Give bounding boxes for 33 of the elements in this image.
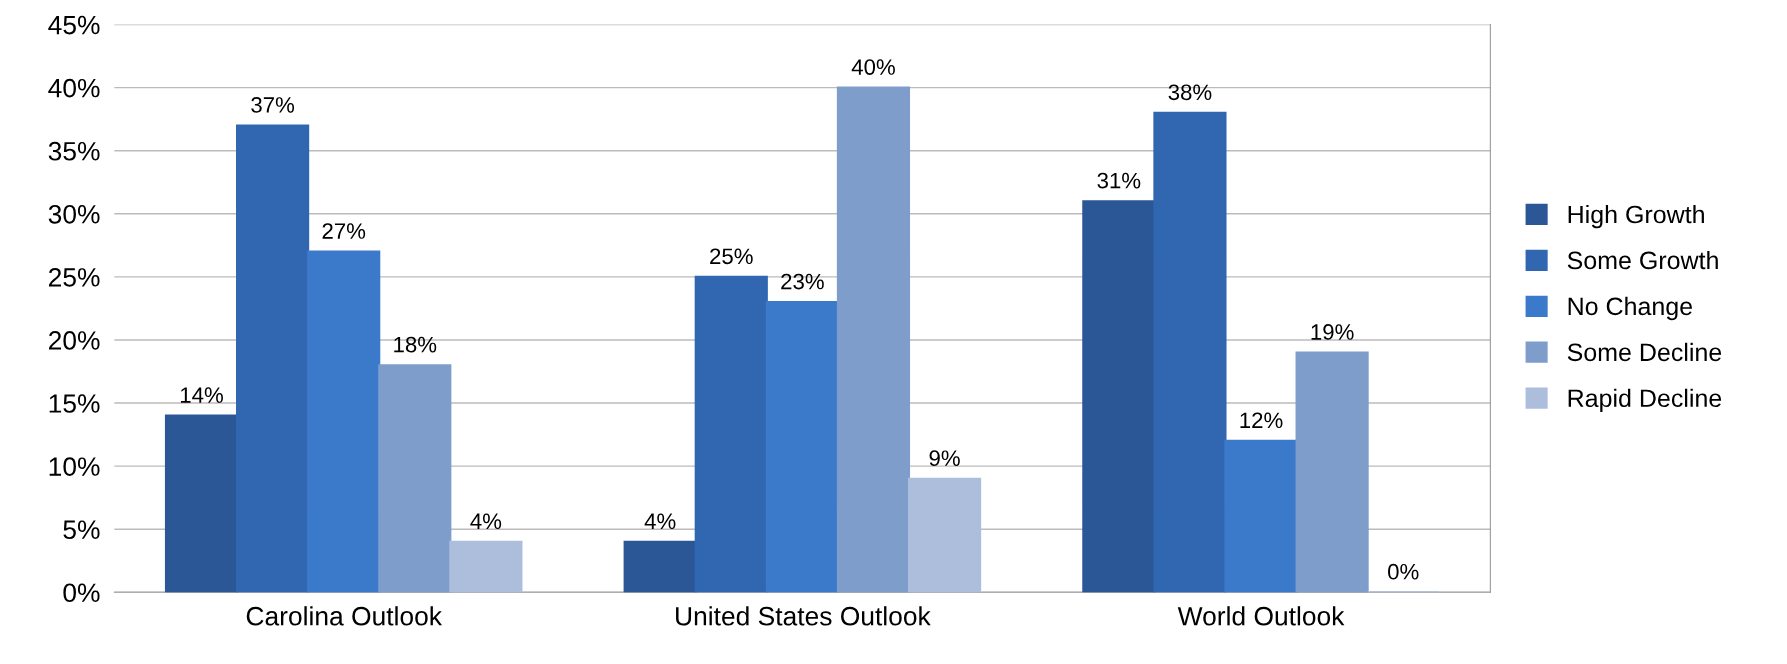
y-tick-label: 20%	[48, 331, 100, 350]
y-tick-label: 30%	[48, 204, 100, 224]
data-label: 9%	[929, 450, 960, 467]
y-tick-label: 10%	[49, 457, 100, 476]
data-label: 4%	[470, 513, 502, 530]
y-tick-label: 25%	[48, 268, 100, 287]
data-label: 25%	[710, 248, 753, 265]
x-tick-label: Carolina Outlook	[246, 606, 443, 626]
data-label: 12%	[1240, 412, 1283, 429]
legend-label: Some Growth	[1567, 250, 1718, 270]
data-label: 23%	[781, 273, 824, 290]
y-tick-label: 15%	[49, 394, 100, 413]
y-tick-label: 35%	[48, 141, 100, 161]
y-tick-label: 0%	[63, 583, 100, 603]
data-label: 14%	[180, 387, 223, 403]
data-label: 0%	[1388, 563, 1419, 580]
data-label: 31%	[1097, 172, 1141, 189]
legend-label: Some Decline	[1567, 342, 1722, 362]
y-tick-label: 5%	[63, 520, 100, 540]
y-tick-label: 45%	[48, 15, 100, 35]
legend-label: Rapid Decline	[1568, 388, 1722, 413]
data-label: 38%	[1168, 84, 1212, 101]
data-label: 37%	[251, 97, 295, 113]
data-label: 27%	[322, 223, 366, 239]
y-tick-label: 40%	[48, 78, 100, 98]
data-label: 19%	[1311, 324, 1354, 340]
legend-label: High Growth	[1568, 204, 1704, 229]
x-tick-label: United States Outlook	[676, 606, 931, 626]
x-tick-label: World Outlook	[1177, 606, 1345, 626]
data-label: 4%	[644, 513, 676, 530]
data-label: 18%	[394, 336, 437, 353]
legend-label: No Change	[1568, 296, 1692, 321]
data-label: 40%	[851, 59, 895, 75]
